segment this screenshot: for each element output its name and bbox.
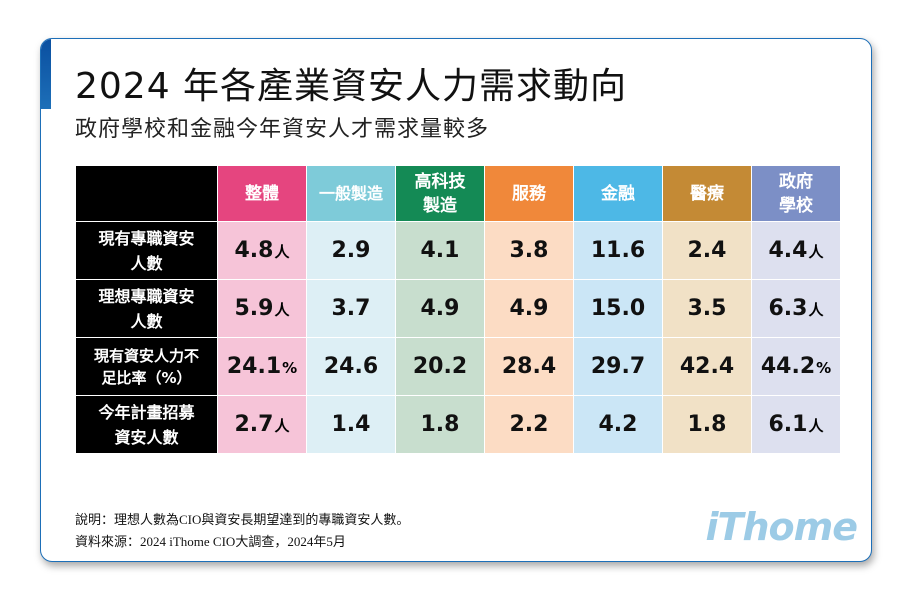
cell-value: 24.1 bbox=[226, 354, 282, 379]
table-cell: 15.0 bbox=[573, 279, 663, 338]
table-cell: 1.8 bbox=[395, 395, 485, 454]
cell-value: 20.2 bbox=[412, 354, 468, 379]
cell-value: 44.2 bbox=[760, 354, 816, 379]
cell-value: 1.8 bbox=[420, 412, 460, 437]
table-row: 今年計畫招募資安人數 2.7人 1.4 1.8 2.2 4.2 1.8 6.1人 bbox=[75, 395, 841, 454]
cell-unit: 人 bbox=[274, 417, 290, 435]
table-cell: 29.7 bbox=[573, 337, 663, 396]
table-cell: 4.2 bbox=[573, 395, 663, 454]
row-label: 現有專職資安人數 bbox=[75, 221, 218, 280]
cell-unit: % bbox=[282, 359, 298, 377]
cell-value: 4.9 bbox=[420, 296, 460, 321]
ithome-logo: iThome bbox=[705, 505, 858, 549]
table-cell: 20.2 bbox=[395, 337, 485, 396]
table-cell: 4.9 bbox=[484, 279, 574, 338]
table-cell: 2.4 bbox=[662, 221, 752, 280]
cell-value: 6.3 bbox=[768, 296, 808, 321]
page-subtitle: 政府學校和金融今年資安人才需求量較多 bbox=[75, 117, 490, 142]
cell-unit: 人 bbox=[274, 301, 290, 319]
table-cell: 4.4人 bbox=[751, 221, 841, 280]
column-header: 高科技製造 bbox=[395, 165, 485, 222]
row-label: 今年計畫招募資安人數 bbox=[75, 395, 218, 454]
table-cell: 2.7人 bbox=[217, 395, 307, 454]
cell-unit: 人 bbox=[808, 243, 824, 261]
table-cell: 4.9 bbox=[395, 279, 485, 338]
table-cell: 2.2 bbox=[484, 395, 574, 454]
cell-value: 4.1 bbox=[420, 238, 460, 263]
table-cell: 4.8人 bbox=[217, 221, 307, 280]
cell-value: 5.9 bbox=[234, 296, 274, 321]
cell-value: 2.9 bbox=[331, 238, 371, 263]
cell-unit: 人 bbox=[808, 417, 824, 435]
table-cell: 24.6 bbox=[306, 337, 396, 396]
table-cell: 42.4 bbox=[662, 337, 752, 396]
cell-unit: 人 bbox=[274, 243, 290, 261]
table-row: 現有資安人力不足比率（%） 24.1% 24.6 20.2 28.4 29.7 42.4 44… bbox=[75, 337, 841, 396]
cell-value: 3.7 bbox=[331, 296, 371, 321]
cell-value: 1.4 bbox=[331, 412, 371, 437]
table-cell: 3.7 bbox=[306, 279, 396, 338]
page-title: 2024 年各產業資安人力需求動向 bbox=[75, 66, 628, 107]
cell-value: 4.2 bbox=[598, 412, 638, 437]
column-header: 醫療 bbox=[662, 165, 752, 222]
accent-bar bbox=[41, 39, 51, 109]
cell-value: 11.6 bbox=[590, 238, 646, 263]
cell-unit: 人 bbox=[808, 301, 824, 319]
table-cell: 2.9 bbox=[306, 221, 396, 280]
column-header: 一般製造 bbox=[306, 165, 396, 222]
cell-value: 15.0 bbox=[590, 296, 646, 321]
cell-value: 3.8 bbox=[509, 238, 549, 263]
table-cell: 6.1人 bbox=[751, 395, 841, 454]
cell-value: 3.5 bbox=[687, 296, 727, 321]
table-cell: 1.8 bbox=[662, 395, 752, 454]
table-cell: 3.8 bbox=[484, 221, 574, 280]
table-cell: 5.9人 bbox=[217, 279, 307, 338]
row-label: 現有資安人力不足比率（%） bbox=[75, 337, 218, 396]
table-cell: 11.6 bbox=[573, 221, 663, 280]
table-cell: 1.4 bbox=[306, 395, 396, 454]
column-header: 政府學校 bbox=[751, 165, 841, 222]
table-row: 理想專職資安人數 5.9人 3.7 4.9 4.9 15.0 3.5 6.3人 bbox=[75, 279, 841, 338]
cell-value: 2.2 bbox=[509, 412, 549, 437]
source-text: 資料來源：2024 iThome CIO大調查，2024年5月 bbox=[75, 534, 346, 549]
cell-value: 2.4 bbox=[687, 238, 727, 263]
cell-value: 4.8 bbox=[234, 238, 274, 263]
data-table: 整體 一般製造 高科技製造 服務 金融 醫療 政府學校 現有專職資安人數 4.8人 2.9 4.1 3… bbox=[75, 165, 841, 454]
notes: 說明：理想人數為CIO與資安長期望達到的專職資安人數。 資料來源：2024 iT… bbox=[75, 509, 409, 553]
cell-value: 4.9 bbox=[509, 296, 549, 321]
table-row: 現有專職資安人數 4.8人 2.9 4.1 3.8 11.6 2.4 4.4人 bbox=[75, 221, 841, 280]
table-cell: 44.2% bbox=[751, 337, 841, 396]
cell-value: 4.4 bbox=[768, 238, 808, 263]
cell-value: 24.6 bbox=[323, 354, 379, 379]
cell-unit: % bbox=[816, 359, 832, 377]
note-text: 說明：理想人數為CIO與資安長期望達到的專職資安人數。 bbox=[75, 512, 410, 527]
column-header: 整體 bbox=[217, 165, 307, 222]
header-row: 整體 一般製造 高科技製造 服務 金融 醫療 政府學校 bbox=[75, 165, 841, 222]
corner-cell bbox=[75, 165, 218, 222]
cell-value: 2.7 bbox=[234, 412, 274, 437]
column-header: 服務 bbox=[484, 165, 574, 222]
table-cell: 24.1% bbox=[217, 337, 307, 396]
table-cell: 28.4 bbox=[484, 337, 574, 396]
table-cell: 6.3人 bbox=[751, 279, 841, 338]
column-header: 金融 bbox=[573, 165, 663, 222]
cell-value: 28.4 bbox=[501, 354, 557, 379]
cell-value: 42.4 bbox=[679, 354, 735, 379]
table-cell: 3.5 bbox=[662, 279, 752, 338]
infographic-card: 2024 年各產業資安人力需求動向 政府學校和金融今年資安人才需求量較多 整體一… bbox=[40, 38, 872, 562]
cell-value: 1.8 bbox=[687, 412, 727, 437]
table-cell: 4.1 bbox=[395, 221, 485, 280]
cell-value: 29.7 bbox=[590, 354, 646, 379]
row-label: 理想專職資安人數 bbox=[75, 279, 218, 338]
cell-value: 6.1 bbox=[768, 412, 808, 437]
